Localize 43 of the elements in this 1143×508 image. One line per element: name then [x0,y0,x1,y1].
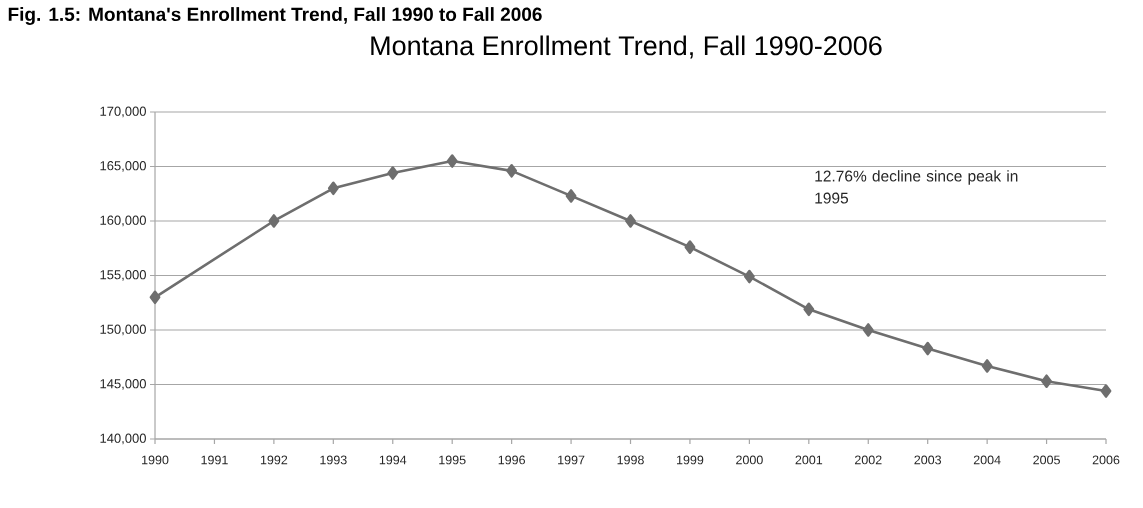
point [268,214,280,228]
point [981,359,993,373]
x-tick-label: 2002 [854,455,882,465]
x-tick-label: 1990 [142,455,169,465]
x-tick-label: 1998 [617,455,644,465]
x-tick-label: 1992 [260,455,288,465]
y-tick-label: 155,000 [100,270,146,281]
x-tick-label: 1991 [201,455,228,465]
x-tick-label: 2000 [736,455,763,465]
point [446,154,458,168]
x-tick-label: 1996 [498,455,525,465]
point [743,269,755,284]
y-tick-label: 145,000 [100,379,146,390]
y-tick-label: 160,000 [100,215,146,227]
x-tick-label: 1994 [379,455,407,465]
y-tick-label: 170,000 [100,106,146,118]
point [1100,384,1112,398]
x-tick-label: 2005 [1033,455,1060,465]
x-tick-label: 2004 [973,455,1001,465]
x-tick-label: 2006 [1092,455,1120,465]
chart-title: Montana Enrollment Trend, Fall 1990-2006 [371,35,882,59]
point [327,181,339,196]
y-tick-label: 150,000 [100,324,146,336]
y-tick-label: 140,000 [100,433,146,445]
point [803,302,815,317]
x-tick-label: 1997 [558,455,585,465]
y-tick-label: 165,000 [100,161,146,172]
x-tick-label: 2001 [795,455,823,465]
point [387,166,399,180]
point [149,290,161,305]
point [1041,374,1052,389]
point [506,164,518,178]
point [684,240,696,254]
point [922,341,934,356]
point [625,214,636,228]
annotation: 12.76% decline since peak in 1995 [815,170,1018,204]
point [565,189,577,203]
point [862,323,874,337]
x-tick-label: 2003 [914,455,942,465]
caption: Fig. 1.5: Montana's Enrollment Trend, Fall 1990 to Fall 2006 [8,7,542,25]
x-tick-label: 1995 [439,455,466,465]
x-tick-label: 1999 [677,455,704,465]
x-tick-label: 1993 [320,455,347,465]
